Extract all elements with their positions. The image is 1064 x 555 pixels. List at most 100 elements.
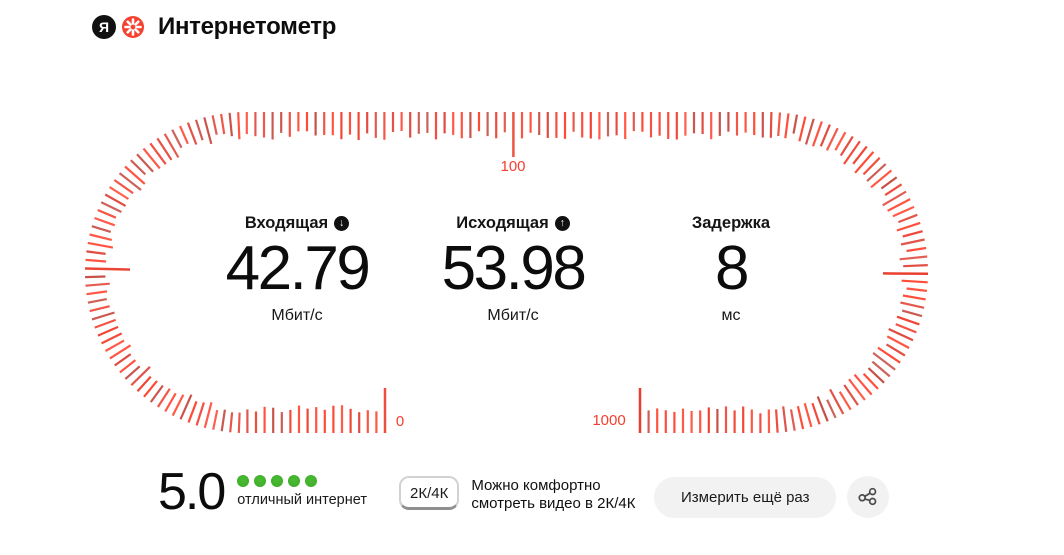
gauge-tick <box>848 378 866 401</box>
download-speed-unit: Мбит/с <box>271 307 323 325</box>
gauge-tick <box>899 255 928 261</box>
gauge-tick <box>843 140 861 165</box>
yandex-logo[interactable]: Я Интернетометр <box>92 13 336 41</box>
gauge-tick <box>838 391 852 411</box>
gauge-scale-label-100: 100 <box>500 158 526 175</box>
gauge-tick <box>109 344 132 360</box>
gauge-tick <box>220 409 226 432</box>
gauge-tick <box>143 380 158 398</box>
brand-title: Интернетометр <box>158 13 337 40</box>
gauge-tick <box>888 328 914 342</box>
gauge-tick <box>826 399 837 419</box>
gauge-tick <box>203 402 213 429</box>
latency-value: 8 <box>715 234 749 303</box>
gauge-tick <box>101 332 123 345</box>
metric-latency: Задержка 8 мс <box>621 214 841 325</box>
gauge-tick <box>97 325 119 337</box>
rating-caption: отличный интернет <box>237 492 367 508</box>
gauge-tick <box>104 193 127 207</box>
gauge-scale-label-1000: 1000 <box>592 412 626 429</box>
gauge-tick <box>87 298 108 304</box>
gauge-tick <box>882 190 907 207</box>
rating-dot <box>271 475 284 487</box>
gauge-tick <box>866 163 887 182</box>
gauge-tick <box>130 159 147 176</box>
gauge-tick <box>887 198 911 212</box>
gauge-tick <box>97 208 117 219</box>
gauge-tick <box>906 246 927 253</box>
rating-dot <box>254 475 267 487</box>
metric-latency-label: Задержка <box>691 214 771 232</box>
share-button[interactable] <box>847 476 890 518</box>
gauge-tick <box>178 125 189 145</box>
rating-dots <box>237 475 367 487</box>
gauge-tick <box>211 115 218 135</box>
gauge-tick <box>880 176 898 190</box>
upload-speed-value: 53.98 <box>441 234 587 303</box>
gauge-tick <box>86 290 108 296</box>
measure-again-button[interactable]: Измерить ещё раз <box>654 476 837 518</box>
gauge-tick <box>782 406 788 433</box>
gauge-tick <box>854 151 875 174</box>
gauge-tick <box>871 360 891 378</box>
gauge-tick <box>900 301 925 309</box>
gauge-tick <box>843 384 859 406</box>
download-arrow-icon: ↓ <box>334 216 350 231</box>
gauge-tick <box>85 258 107 263</box>
gauge-tick <box>769 111 773 138</box>
resolution-badge: 2К/4К <box>399 476 460 510</box>
gauge-tick <box>142 147 161 170</box>
gauge-tick <box>872 352 896 371</box>
gauge-tick <box>839 135 854 157</box>
gauge-tick <box>124 165 146 185</box>
yandex-ya-icon: Я <box>92 15 116 39</box>
gauge-tick <box>906 287 928 292</box>
metric-download: Входящая ↓ 42.79 Мбит/с <box>187 214 407 325</box>
gauge-tick <box>119 359 137 374</box>
gauge-tick <box>777 112 782 137</box>
rating-dot <box>237 475 250 487</box>
gauge-tick <box>834 131 847 151</box>
gauge-tick <box>228 112 233 137</box>
download-speed-value: 42.79 <box>225 234 371 303</box>
gauge-tick <box>171 129 183 149</box>
gauge-tick <box>109 186 129 200</box>
gauge-tick <box>886 335 910 349</box>
rating-score: 5.0 <box>158 463 226 521</box>
gauge-tick <box>900 238 925 246</box>
gauge-tick <box>804 118 815 145</box>
gauge-tick <box>811 402 821 425</box>
metric-upload: Исходящая ↑ 53.98 Мбит/с <box>403 214 623 325</box>
metric-download-label-row: Входящая ↓ <box>187 214 407 233</box>
gauge-tick <box>156 388 171 408</box>
gauge-tick <box>885 343 906 357</box>
metric-download-label: Входящая <box>244 214 329 232</box>
gauge-tick <box>898 213 918 224</box>
gauge-tick <box>149 384 164 403</box>
gauge-tick <box>195 402 205 426</box>
rating-details: отличный интернет <box>237 468 367 517</box>
gauge-tick <box>803 402 813 428</box>
actions-row: Измерить ещё раз <box>654 476 890 518</box>
rating-dot <box>305 475 318 487</box>
gauge-tick <box>220 113 226 135</box>
gauge-tick <box>792 114 799 134</box>
gauge-tick <box>118 172 142 191</box>
gauge-tick <box>100 201 122 213</box>
gauge-tick <box>124 365 141 380</box>
gauge-tick <box>237 112 241 140</box>
gauge-tick <box>896 315 920 326</box>
gauge-tick <box>136 375 152 392</box>
gauge-tick <box>895 323 917 334</box>
gauge-tick <box>91 225 112 233</box>
gauge-tick <box>94 216 116 227</box>
gauge-tick <box>104 339 125 352</box>
gauge-tick <box>870 169 893 189</box>
gauge-tick <box>130 366 151 386</box>
gauge-tick <box>862 157 881 176</box>
gauge-tick <box>149 142 167 165</box>
gauge-tick <box>853 373 873 396</box>
latency-unit: мс <box>721 307 741 325</box>
